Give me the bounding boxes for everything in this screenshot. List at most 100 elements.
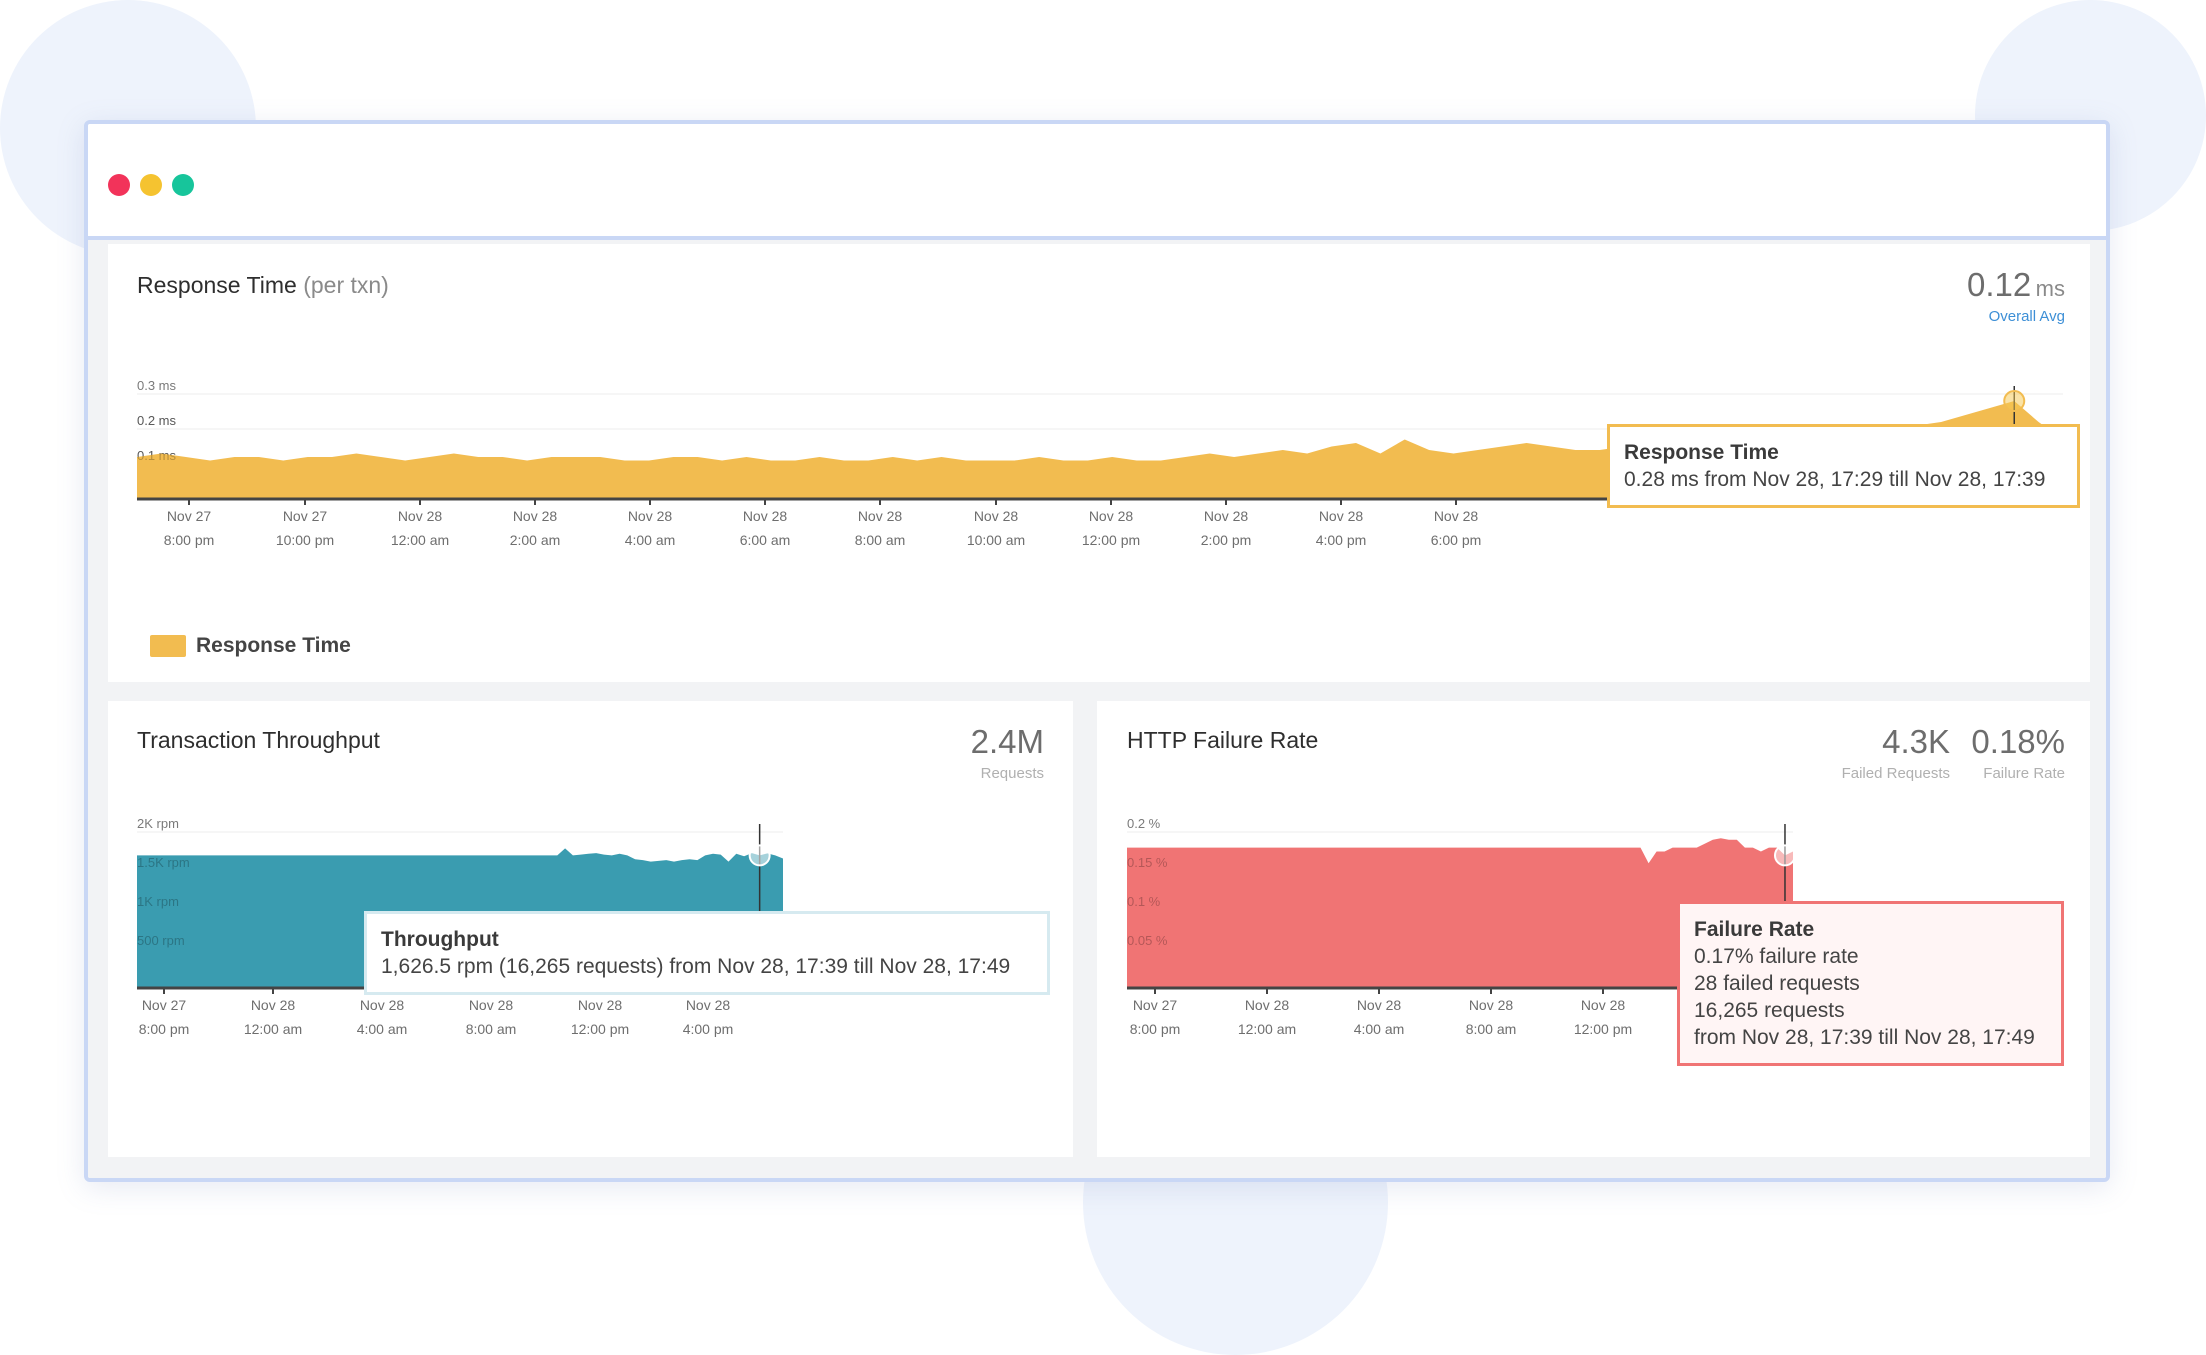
x-tick-label: 12:00 am [391, 532, 449, 548]
panel-title: Transaction Throughput [137, 727, 380, 754]
x-tick-label: Nov 27 [1133, 997, 1178, 1013]
x-tick-label: 10:00 pm [276, 532, 334, 548]
throughput-panel: Transaction Throughput 2.4M Requests 2K … [108, 701, 1073, 1157]
x-tick-label: 12:00 pm [1082, 532, 1140, 548]
x-tick-label: Nov 27 [142, 997, 187, 1013]
y-tick-label-overlay: 1.5K rpm [137, 855, 190, 870]
x-tick-label: Nov 28 [1434, 508, 1479, 524]
x-tick-label: 4:00 pm [683, 1021, 734, 1037]
legend-label: Response Time [196, 634, 351, 657]
y-tick-label-overlay: 0.2 ms [137, 413, 177, 428]
metric-value: 0.12 [1966, 266, 2032, 303]
area-series [137, 401, 2063, 499]
x-tick-label: 8:00 pm [139, 1021, 190, 1037]
x-tick-label: 8:00 pm [1130, 1021, 1181, 1037]
minimize-dot[interactable] [140, 174, 162, 196]
y-tick-label-overlay: 0.15 % [1127, 855, 1168, 870]
legend-swatch [150, 635, 186, 657]
x-tick-label: 6:00 am [740, 532, 791, 548]
x-tick-label: Nov 28 [1319, 508, 1364, 524]
x-tick-label: 12:00 am [1238, 1021, 1296, 1037]
area-series [1127, 838, 1793, 988]
x-tick-label: 12:00 am [244, 1021, 302, 1037]
x-tick-label: 12:00 pm [1574, 1021, 1632, 1037]
tooltip-line: 16,265 requests [1694, 999, 1845, 1022]
tooltip-line: 28 failed requests [1694, 972, 1860, 995]
x-tick-label: Nov 28 [1204, 508, 1249, 524]
x-tick-label: 2:00 pm [1201, 532, 1252, 548]
hover-marker [2003, 390, 2026, 412]
x-tick-label: Nov 28 [578, 997, 623, 1013]
panel-title-text: Transaction Throughput [137, 727, 380, 753]
x-tick-label: Nov 28 [398, 508, 443, 524]
x-tick-label: Nov 28 [1089, 508, 1134, 524]
tooltip-title: Throughput [381, 928, 499, 951]
x-tick-label: Nov 28 [251, 997, 296, 1013]
maximize-dot[interactable] [172, 174, 194, 196]
x-tick-label: 2:00 am [510, 532, 561, 548]
tooltip-line: 0.17% failure rate [1694, 945, 1859, 968]
tooltip-title: Response Time [1624, 441, 1779, 464]
metric-value: 2.4M [970, 723, 1044, 760]
x-tick-label: Nov 28 [469, 997, 514, 1013]
x-tick-label: Nov 27 [167, 508, 212, 524]
x-tick-label: 4:00 am [625, 532, 676, 548]
hover-marker [748, 844, 771, 867]
x-tick-label: 12:00 pm [571, 1021, 629, 1037]
x-tick-label: 10:00 am [967, 532, 1025, 548]
x-tick-label: Nov 28 [513, 508, 558, 524]
metric-caption: Requests [980, 765, 1044, 782]
x-tick-label: Nov 27 [283, 508, 328, 524]
overall-avg-metric: 0.12 ms Overall Avg [1967, 266, 2065, 325]
y-tick-label-overlay: 500 rpm [137, 933, 185, 948]
chart-legend[interactable]: Response Time [150, 634, 351, 658]
x-tick-label: Nov 28 [686, 997, 731, 1013]
failed-requests-metric: 4.3K Failed Requests [1842, 723, 1950, 782]
x-tick-label: 8:00 am [855, 532, 906, 548]
x-tick-label: 4:00 am [357, 1021, 408, 1037]
close-dot[interactable] [108, 174, 130, 196]
x-tick-label: Nov 28 [1469, 997, 1514, 1013]
y-tick-label: 2K rpm [137, 816, 179, 831]
metric-caption: Failure Rate [1983, 765, 2065, 782]
metric-caption: Overall Avg [1988, 308, 2065, 325]
failure-rate-metric: 0.18% Failure Rate [1971, 723, 2065, 782]
panel-title: HTTP Failure Rate [1127, 727, 1318, 754]
panel-title: Response Time (per txn) [137, 272, 389, 299]
x-tick-label: Nov 28 [628, 508, 673, 524]
app-window: Response Time (per txn) 0.12 ms Overall … [84, 120, 2110, 1182]
panel-title-sub: (per txn) [303, 272, 389, 298]
x-tick-label: 8:00 pm [164, 532, 215, 548]
panel-title-text: HTTP Failure Rate [1127, 727, 1319, 753]
y-tick-label: 0.2 % [1127, 816, 1161, 831]
response-time-tooltip: Response Time 0.28 ms from Nov 28, 17:29… [1607, 424, 2080, 508]
metric-value: 0.18% [1971, 723, 2065, 760]
x-tick-label: 4:00 am [1354, 1021, 1405, 1037]
tooltip-line: 1,626.5 rpm (16,265 requests) from Nov 2… [381, 955, 1011, 978]
x-tick-label: Nov 28 [974, 508, 1019, 524]
metric-unit: ms [2035, 276, 2065, 301]
window-titlebar [88, 124, 2106, 240]
y-tick-label-overlay: 0.05 % [1127, 933, 1168, 948]
panel-title-text: Response Time [137, 272, 297, 298]
y-tick-label-overlay: 1K rpm [137, 894, 179, 909]
throughput-tooltip: Throughput 1,626.5 rpm (16,265 requests)… [364, 911, 1050, 995]
x-tick-label: Nov 28 [360, 997, 405, 1013]
failure-rate-tooltip: Failure Rate 0.17% failure rate 28 faile… [1677, 901, 2064, 1066]
y-tick-label: 0.3 ms [137, 378, 177, 393]
metric-value: 4.3K [1882, 723, 1950, 760]
failure-rate-panel: HTTP Failure Rate 4.3K Failed Requests 0… [1097, 701, 2090, 1157]
x-tick-label: Nov 28 [1357, 997, 1402, 1013]
y-tick-label: 0.2 ms [137, 413, 177, 428]
tooltip-title: Failure Rate [1694, 918, 1815, 941]
dashboard-content: Response Time (per txn) 0.12 ms Overall … [88, 240, 2106, 1178]
x-tick-label: 4:00 pm [1316, 532, 1367, 548]
x-tick-label: Nov 28 [858, 508, 903, 524]
tooltip-line: from Nov 28, 17:39 till Nov 28, 17:49 [1694, 1026, 2035, 1049]
x-tick-label: Nov 28 [1581, 997, 1626, 1013]
y-tick-label-overlay: 0.1 ms [137, 448, 177, 463]
requests-metric: 2.4M Requests [971, 723, 1044, 782]
tooltip-line: 0.28 ms from Nov 28, 17:29 till Nov 28, … [1624, 468, 2046, 491]
x-tick-label: 8:00 am [1466, 1021, 1517, 1037]
x-tick-label: Nov 28 [743, 508, 788, 524]
